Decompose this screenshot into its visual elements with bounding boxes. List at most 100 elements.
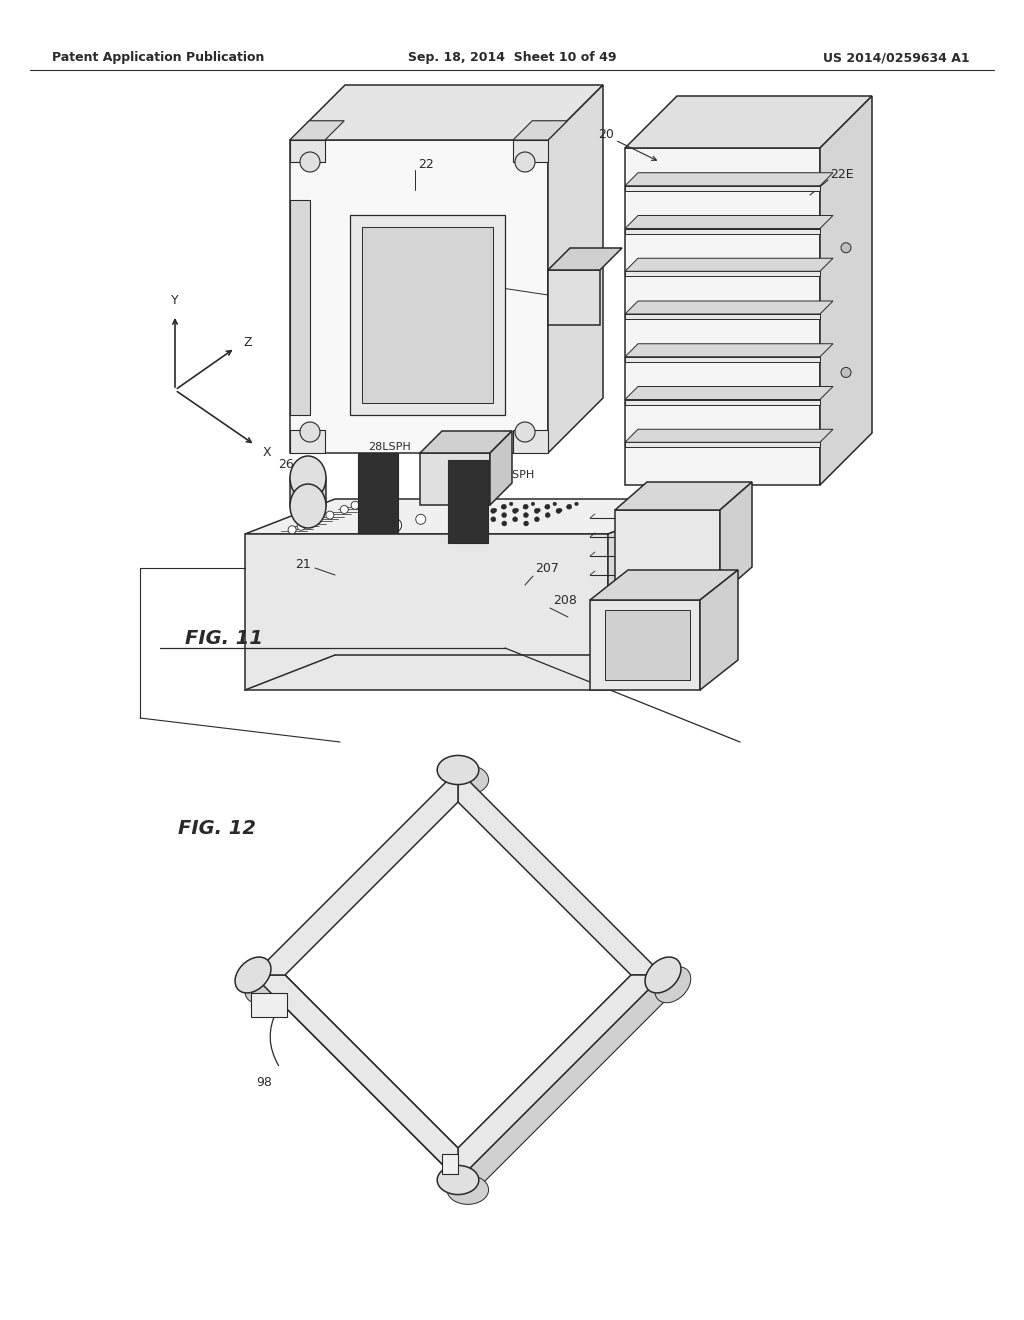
Polygon shape <box>251 993 287 1016</box>
Circle shape <box>297 523 305 531</box>
Text: 22E: 22E <box>830 169 854 181</box>
Circle shape <box>300 152 319 172</box>
Ellipse shape <box>290 455 326 500</box>
Polygon shape <box>490 432 512 506</box>
Ellipse shape <box>654 966 691 1003</box>
Polygon shape <box>625 148 820 484</box>
Circle shape <box>545 506 549 508</box>
Circle shape <box>502 512 507 517</box>
Circle shape <box>523 504 528 510</box>
Polygon shape <box>458 770 663 975</box>
Polygon shape <box>362 227 493 403</box>
Text: FIG. 11: FIG. 11 <box>185 628 263 648</box>
Text: 22E: 22E <box>450 436 474 449</box>
Polygon shape <box>625 387 833 400</box>
Ellipse shape <box>236 957 271 993</box>
Text: 22E: 22E <box>465 268 488 281</box>
Polygon shape <box>513 120 567 140</box>
Text: 208: 208 <box>553 594 577 606</box>
Text: 98: 98 <box>256 1076 272 1089</box>
Polygon shape <box>590 570 738 601</box>
Polygon shape <box>625 400 820 404</box>
Circle shape <box>311 516 319 525</box>
Text: 20: 20 <box>598 128 613 141</box>
Circle shape <box>556 508 561 513</box>
Polygon shape <box>625 96 872 148</box>
Text: US 2014/0259634 A1: US 2014/0259634 A1 <box>823 51 970 65</box>
Circle shape <box>480 512 484 517</box>
Polygon shape <box>625 228 820 234</box>
Circle shape <box>515 152 535 172</box>
Circle shape <box>480 521 485 525</box>
Circle shape <box>523 512 528 517</box>
Circle shape <box>416 515 426 524</box>
Polygon shape <box>625 301 833 314</box>
Circle shape <box>545 512 550 517</box>
Polygon shape <box>625 356 820 362</box>
Text: 21: 21 <box>295 557 310 570</box>
Polygon shape <box>608 499 698 690</box>
Circle shape <box>509 502 513 506</box>
Polygon shape <box>820 96 872 484</box>
Text: Y: Y <box>171 294 179 308</box>
Polygon shape <box>625 186 820 191</box>
Text: X: X <box>263 446 271 458</box>
Circle shape <box>574 502 579 506</box>
Polygon shape <box>290 120 344 140</box>
Text: 28RSPH: 28RSPH <box>490 470 535 480</box>
Polygon shape <box>548 271 600 325</box>
Polygon shape <box>420 453 490 506</box>
Circle shape <box>558 508 562 512</box>
Polygon shape <box>420 432 512 453</box>
Polygon shape <box>720 482 752 595</box>
Polygon shape <box>290 478 326 506</box>
Circle shape <box>502 521 507 525</box>
Polygon shape <box>625 343 833 356</box>
Polygon shape <box>245 535 608 690</box>
Circle shape <box>515 508 518 512</box>
Circle shape <box>490 517 496 521</box>
Polygon shape <box>700 570 738 690</box>
Polygon shape <box>625 442 820 447</box>
Polygon shape <box>253 975 472 1195</box>
Text: 22: 22 <box>418 158 434 172</box>
Circle shape <box>537 508 541 512</box>
Circle shape <box>523 521 528 525</box>
Polygon shape <box>590 601 700 690</box>
Circle shape <box>535 517 540 521</box>
Circle shape <box>300 422 319 442</box>
Circle shape <box>566 506 570 508</box>
Ellipse shape <box>245 966 281 1003</box>
Circle shape <box>387 519 401 532</box>
Polygon shape <box>625 271 820 276</box>
Polygon shape <box>625 429 833 442</box>
Circle shape <box>535 508 540 513</box>
Polygon shape <box>350 215 505 414</box>
Text: 24: 24 <box>572 285 588 298</box>
Polygon shape <box>290 430 325 453</box>
Circle shape <box>288 525 296 533</box>
Circle shape <box>351 502 359 510</box>
Circle shape <box>523 506 526 508</box>
Circle shape <box>502 506 505 508</box>
Polygon shape <box>615 510 720 595</box>
Circle shape <box>494 508 497 512</box>
Polygon shape <box>253 770 458 975</box>
Polygon shape <box>245 499 698 535</box>
Polygon shape <box>290 140 325 162</box>
Polygon shape <box>605 610 690 680</box>
Polygon shape <box>625 314 820 319</box>
Ellipse shape <box>447 1175 488 1204</box>
Polygon shape <box>458 975 677 1195</box>
Polygon shape <box>290 201 310 414</box>
Polygon shape <box>513 140 548 162</box>
Circle shape <box>531 502 535 506</box>
Text: Sep. 18, 2014  Sheet 10 of 49: Sep. 18, 2014 Sheet 10 of 49 <box>408 51 616 65</box>
Ellipse shape <box>447 766 488 795</box>
Circle shape <box>513 517 517 521</box>
Polygon shape <box>625 173 833 186</box>
Text: 207: 207 <box>535 561 559 574</box>
Polygon shape <box>253 975 458 1180</box>
Text: Patent Application Publication: Patent Application Publication <box>52 51 264 65</box>
Polygon shape <box>458 975 663 1180</box>
